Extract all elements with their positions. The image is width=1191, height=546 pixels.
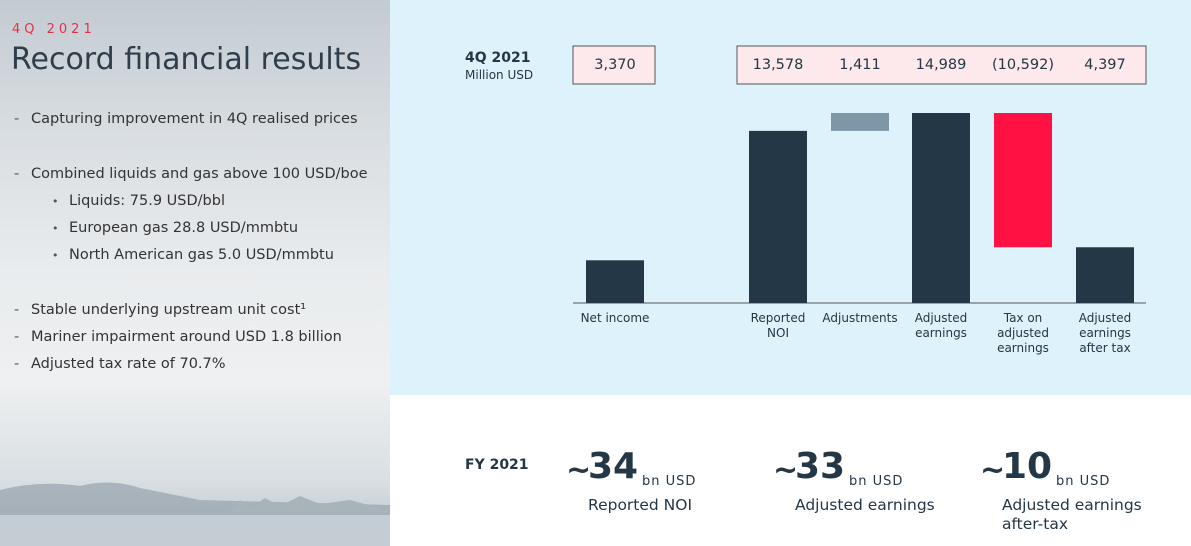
fy-label: FY 2021 bbox=[465, 457, 529, 473]
value-label: 1,411 bbox=[839, 57, 881, 73]
category-label: Tax on adjusted earnings bbox=[997, 311, 1049, 355]
fy-item-label: Reported NOI bbox=[588, 496, 693, 514]
approx-sign: ~ bbox=[566, 453, 592, 488]
sub-bullet: Liquids: 75.9 USD/bbl bbox=[52, 193, 225, 209]
bar bbox=[586, 260, 644, 303]
bullet: Adjusted tax rate of 70.7% bbox=[14, 356, 226, 372]
approx-sign: ~ bbox=[980, 453, 1006, 488]
plant bbox=[230, 496, 390, 512]
fy-unit: bn USD bbox=[642, 474, 697, 489]
value-label: 4,397 bbox=[1084, 57, 1126, 73]
sea bbox=[0, 515, 390, 546]
value-box bbox=[736, 45, 1147, 85]
sub-bullet: North American gas 5.0 USD/mmbtu bbox=[52, 247, 334, 263]
category-label: Adjusted earnings bbox=[914, 311, 968, 340]
bar bbox=[749, 130, 807, 303]
value-label: 3,370 bbox=[594, 57, 636, 73]
kicker: 4Q 2021 bbox=[12, 22, 96, 37]
bullet: Stable underlying upstream unit cost¹ bbox=[14, 302, 306, 318]
bullet: Mariner impairment around USD 1.8 billio… bbox=[14, 329, 342, 345]
chart-title: 4Q 2021 bbox=[465, 50, 531, 66]
chart-subtitle: Million USD bbox=[465, 68, 534, 82]
fy-value: 10 bbox=[1002, 446, 1053, 487]
fy-unit: bn USD bbox=[1056, 474, 1111, 489]
value-box bbox=[572, 45, 656, 85]
value-label: (10,592) bbox=[991, 57, 1055, 73]
fy-value: 34 bbox=[588, 446, 639, 487]
bar bbox=[831, 113, 889, 131]
bar bbox=[994, 113, 1052, 248]
bar bbox=[1076, 247, 1134, 303]
left-panel bbox=[0, 0, 390, 546]
approx-sign: ~ bbox=[773, 453, 799, 488]
fy-value: 33 bbox=[795, 446, 846, 487]
bullet: Combined liquids and gas above 100 USD/b… bbox=[14, 166, 367, 182]
bar bbox=[912, 113, 970, 303]
landscape bbox=[0, 482, 390, 546]
category-label: Adjustments bbox=[822, 311, 898, 325]
slide-title: Record financial results bbox=[11, 42, 362, 77]
fy-unit: bn USD bbox=[849, 474, 904, 489]
category-label: Reported NOI bbox=[750, 311, 806, 340]
bullet: Capturing improvement in 4Q realised pri… bbox=[14, 111, 357, 127]
category-label: Adjusted earnings after tax bbox=[1078, 311, 1132, 355]
value-label: 14,989 bbox=[915, 57, 967, 73]
fy-item-label: Adjusted earnings bbox=[795, 496, 935, 514]
fy-item-label: Adjusted earnings after-tax bbox=[1002, 496, 1142, 533]
value-label: 13,578 bbox=[752, 57, 804, 73]
category-label: Net income bbox=[580, 311, 650, 325]
sub-bullet: European gas 28.8 USD/mmbtu bbox=[52, 220, 298, 236]
